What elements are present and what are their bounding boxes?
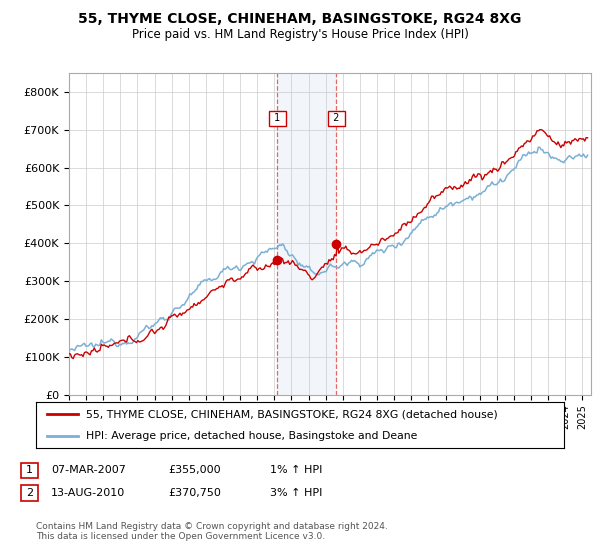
Text: 2: 2	[330, 113, 343, 123]
Text: 1: 1	[26, 465, 33, 475]
Text: 13-AUG-2010: 13-AUG-2010	[51, 488, 125, 498]
Text: £370,750: £370,750	[168, 488, 221, 498]
Text: 2: 2	[26, 488, 33, 498]
Text: 3% ↑ HPI: 3% ↑ HPI	[270, 488, 322, 498]
Text: £355,000: £355,000	[168, 465, 221, 475]
Text: 55, THYME CLOSE, CHINEHAM, BASINGSTOKE, RG24 8XG: 55, THYME CLOSE, CHINEHAM, BASINGSTOKE, …	[79, 12, 521, 26]
Text: 55, THYME CLOSE, CHINEHAM, BASINGSTOKE, RG24 8XG (detached house): 55, THYME CLOSE, CHINEHAM, BASINGSTOKE, …	[86, 409, 498, 419]
Text: 07-MAR-2007: 07-MAR-2007	[51, 465, 126, 475]
Text: Price paid vs. HM Land Registry's House Price Index (HPI): Price paid vs. HM Land Registry's House …	[131, 28, 469, 41]
Text: 1% ↑ HPI: 1% ↑ HPI	[270, 465, 322, 475]
Text: 1: 1	[271, 113, 284, 123]
Text: HPI: Average price, detached house, Basingstoke and Deane: HPI: Average price, detached house, Basi…	[86, 431, 418, 441]
Text: Contains HM Land Registry data © Crown copyright and database right 2024.
This d: Contains HM Land Registry data © Crown c…	[36, 522, 388, 542]
Bar	[277, 73, 337, 395]
